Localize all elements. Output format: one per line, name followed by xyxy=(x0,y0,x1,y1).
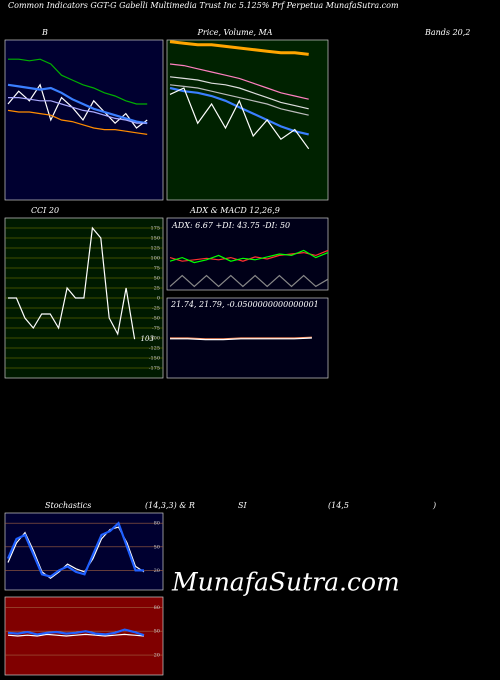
y-tick-label: 75 xyxy=(154,266,160,272)
panel-label: 21.74, 21.79, -0.0500000000000001 xyxy=(170,300,319,309)
series-line xyxy=(7,109,148,135)
series-line xyxy=(7,633,145,637)
series-line xyxy=(7,628,145,637)
series-line xyxy=(169,274,329,288)
bands-label: Bands 20,2 xyxy=(424,28,470,37)
series-line xyxy=(169,63,309,100)
series-line xyxy=(170,337,312,341)
y-tick-label: 125 xyxy=(150,246,160,252)
series-line xyxy=(6,521,144,578)
series-line xyxy=(169,86,309,136)
y-tick-label: 80 xyxy=(154,605,160,611)
y-tick-label: 0 xyxy=(157,296,160,302)
y-tick-label: 100 xyxy=(150,256,160,262)
y-tick-label: -150 xyxy=(149,356,160,362)
panel xyxy=(4,39,164,201)
y-tick-label: 20 xyxy=(154,568,160,574)
panel-title: Price, Volume, MA xyxy=(196,28,272,37)
series-line xyxy=(169,249,329,264)
watermark: MunafaSutra.com xyxy=(171,568,400,597)
y-tick-label: 50 xyxy=(154,276,160,282)
series-line xyxy=(8,226,136,340)
series-line xyxy=(7,83,148,125)
panel-label: ADX: 6.67 +DI: 43.75 -DI: 50 xyxy=(171,221,290,230)
y-tick-label: 50 xyxy=(154,544,160,550)
series-line xyxy=(169,76,309,110)
series-line xyxy=(169,87,310,150)
panel-title: B xyxy=(41,28,48,37)
series-line xyxy=(169,40,309,56)
stoch-title: SI xyxy=(238,501,247,510)
series-line xyxy=(8,58,148,105)
stoch-title: Stochastics xyxy=(45,501,91,510)
y-tick-label: -100 xyxy=(149,336,160,342)
y-tick-label: 175 xyxy=(150,226,160,232)
y-tick-label: 80 xyxy=(154,521,160,527)
series-line xyxy=(169,84,309,116)
y-tick-label: -25 xyxy=(152,306,160,312)
value-label: 103 xyxy=(141,335,155,343)
y-tick-label: -75 xyxy=(152,326,160,332)
y-tick-label: 25 xyxy=(154,286,160,292)
page-title: Common Indicators GGT-G Gabelli Multimed… xyxy=(8,1,399,10)
y-tick-label: -50 xyxy=(152,316,160,322)
y-tick-label: -175 xyxy=(149,366,160,372)
y-tick-label: 150 xyxy=(150,236,160,242)
y-tick-label: -125 xyxy=(149,346,160,352)
stoch-title: (14,3,3) & R xyxy=(145,501,195,510)
y-tick-label: 20 xyxy=(154,653,160,659)
stoch-title: ) xyxy=(432,501,436,510)
panel-title: CCI 20 xyxy=(31,206,59,215)
panel-title: ADX & MACD 12,26,9 xyxy=(189,206,280,215)
series-line xyxy=(7,83,148,129)
y-tick-label: 50 xyxy=(154,629,160,635)
series-line xyxy=(170,336,312,340)
series-line xyxy=(8,96,148,124)
stoch-title: (14,5 xyxy=(328,501,349,510)
panel xyxy=(4,512,164,591)
